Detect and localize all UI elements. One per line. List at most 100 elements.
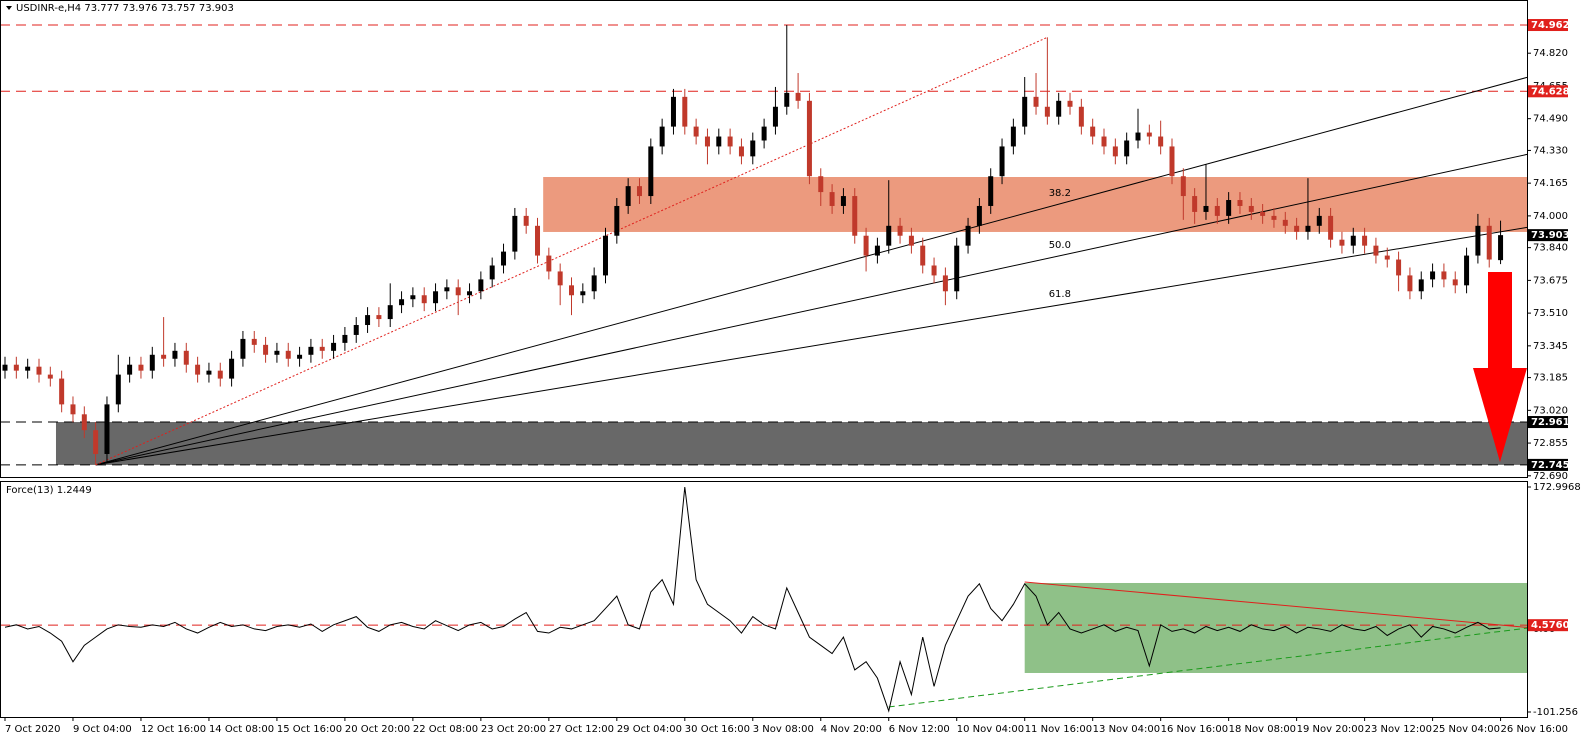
candle-body [1203, 205, 1209, 212]
candle-body [1362, 235, 1368, 246]
y-tick-label: 73.185 [1533, 373, 1568, 384]
candle-body [1078, 106, 1084, 127]
x-tick-label: 15 Oct 16:00 [277, 724, 342, 735]
trendline [888, 627, 1528, 708]
candle-body [387, 305, 393, 320]
candle-body [172, 350, 178, 359]
candle-body [217, 370, 223, 379]
candle-body [1135, 132, 1141, 141]
candle-body [455, 287, 461, 296]
candle-body [25, 366, 31, 371]
candle-body [988, 176, 994, 206]
x-tick-label: 7 Oct 2020 [5, 724, 60, 735]
candle-body [625, 186, 631, 206]
menu-triangle [6, 6, 12, 10]
candle-body [1067, 100, 1073, 107]
x-tick-label: 23 Oct 20:00 [481, 724, 546, 735]
x-tick-label: 9 Oct 04:00 [73, 724, 132, 735]
candle-body [535, 225, 541, 256]
candle-body [319, 346, 325, 351]
level-label: 4.5760 [1531, 620, 1570, 631]
y-tick-label: 74.820 [1533, 48, 1568, 59]
candle-body [433, 291, 439, 304]
candle-body [1441, 271, 1447, 280]
candle-body [897, 225, 903, 236]
candle-body [727, 136, 733, 147]
candle-body [784, 92, 790, 107]
x-tick-label: 29 Oct 04:00 [617, 724, 682, 735]
candle-body [2, 364, 8, 371]
candle-body [557, 271, 563, 286]
force-line [4, 486, 1501, 713]
candle-body [331, 342, 337, 351]
candle-body [1260, 211, 1266, 216]
candle-body [1158, 136, 1164, 147]
candle-body [795, 92, 801, 101]
fib-label: 38.2 [1049, 188, 1071, 199]
candle-body [716, 136, 722, 147]
x-tick-label: 20 Oct 20:00 [345, 724, 410, 735]
candle-body [1010, 126, 1016, 147]
candle-body [308, 346, 314, 355]
level-label-box [1528, 458, 1568, 471]
candle-body [1180, 176, 1186, 197]
candle-body [206, 370, 212, 375]
x-tick-label: 10 Nov 04:00 [957, 724, 1024, 735]
candle-body [1384, 255, 1390, 260]
trendline [95, 36, 1048, 466]
candle-body [659, 126, 665, 147]
candle-body [761, 126, 767, 141]
candle-body [1022, 96, 1028, 127]
candle-body [523, 215, 529, 226]
candle-body [36, 366, 42, 375]
candle-body [1056, 100, 1062, 117]
trendline [1024, 581, 1528, 628]
candle-body [195, 364, 201, 375]
candle-body [670, 96, 676, 127]
level-label-box [1528, 19, 1568, 32]
level-label-box [1528, 85, 1568, 98]
candle-body [682, 96, 688, 127]
candle-body [818, 176, 824, 193]
y-tick-label: 73.840 [1533, 243, 1568, 254]
trendline [95, 76, 1528, 466]
candle-body [353, 325, 359, 335]
candle-body [546, 255, 552, 272]
candle-body [636, 186, 642, 197]
candle-body [1452, 279, 1458, 286]
y-tick-label: 73.510 [1533, 308, 1568, 319]
candle-body [138, 364, 144, 371]
candle-body [183, 350, 189, 365]
candle-body [489, 265, 495, 280]
trendline [95, 226, 1528, 466]
candle-body [580, 291, 586, 296]
x-tick-label: 13 Nov 04:00 [1093, 724, 1160, 735]
level-label-box [1528, 416, 1568, 429]
candle-body [149, 354, 155, 371]
candle-body [1294, 225, 1300, 232]
candle-body [931, 265, 937, 276]
candle-body [93, 430, 99, 454]
candle-body [501, 251, 507, 266]
candle-body [263, 344, 269, 355]
candle-body [954, 245, 960, 292]
level-label: 73.903 [1531, 230, 1570, 241]
x-tick-label: 12 Oct 16:00 [141, 724, 206, 735]
x-tick-label: 14 Oct 08:00 [209, 724, 274, 735]
candle-body [976, 205, 982, 226]
candle-body [704, 136, 710, 147]
candle-body [886, 225, 892, 246]
candle-body [591, 275, 597, 292]
candle-body [840, 196, 846, 206]
y-tick-label: 172.9968 [1533, 482, 1581, 493]
candle-body [115, 374, 121, 405]
candle-body [59, 378, 65, 405]
x-tick-label: 3 Nov 08:00 [753, 724, 814, 735]
candle-body [478, 279, 484, 292]
candle-body [772, 106, 778, 127]
candle-body [1486, 225, 1492, 260]
candle-body [1226, 200, 1232, 216]
candle-body [602, 235, 608, 276]
candle-body [1169, 146, 1175, 177]
candle-body [229, 358, 235, 379]
